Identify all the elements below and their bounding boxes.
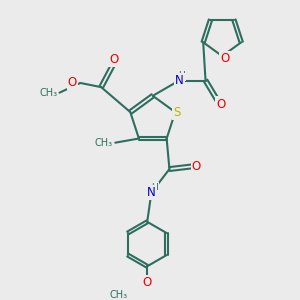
Text: O: O — [216, 98, 225, 111]
Text: S: S — [173, 106, 181, 118]
Text: N: N — [147, 186, 156, 199]
Text: O: O — [110, 53, 119, 66]
Text: CH₃: CH₃ — [95, 138, 113, 148]
Text: H: H — [151, 183, 158, 192]
Text: CH₃: CH₃ — [39, 88, 57, 98]
Text: O: O — [220, 52, 230, 65]
Text: N: N — [175, 74, 184, 87]
Text: CH₃: CH₃ — [110, 290, 128, 300]
Text: O: O — [192, 160, 201, 173]
Text: H: H — [178, 71, 185, 80]
Text: O: O — [68, 76, 77, 89]
Text: O: O — [142, 276, 152, 290]
